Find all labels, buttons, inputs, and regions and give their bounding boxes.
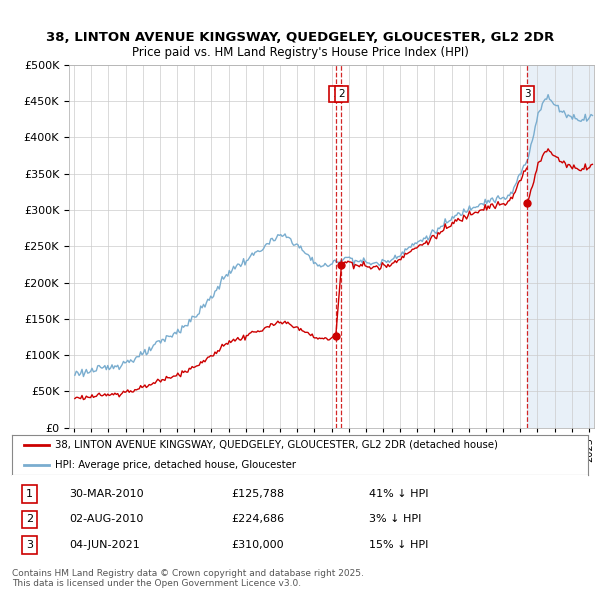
Text: 1: 1 xyxy=(26,489,33,499)
Text: 3% ↓ HPI: 3% ↓ HPI xyxy=(369,514,421,525)
Text: Price paid vs. HM Land Registry's House Price Index (HPI): Price paid vs. HM Land Registry's House … xyxy=(131,46,469,59)
Text: This data is licensed under the Open Government Licence v3.0.: This data is licensed under the Open Gov… xyxy=(12,579,301,588)
Text: 2: 2 xyxy=(338,89,345,99)
Text: 02-AUG-2010: 02-AUG-2010 xyxy=(70,514,144,525)
Text: 3: 3 xyxy=(524,89,531,99)
Text: 04-JUN-2021: 04-JUN-2021 xyxy=(70,540,140,550)
Text: 15% ↓ HPI: 15% ↓ HPI xyxy=(369,540,428,550)
Text: 38, LINTON AVENUE KINGSWAY, QUEDGELEY, GLOUCESTER, GL2 2DR: 38, LINTON AVENUE KINGSWAY, QUEDGELEY, G… xyxy=(46,31,554,44)
Bar xyxy=(527,65,594,428)
Text: 3: 3 xyxy=(26,540,33,550)
Text: £125,788: £125,788 xyxy=(231,489,284,499)
Text: £224,686: £224,686 xyxy=(231,514,284,525)
Text: 30-MAR-2010: 30-MAR-2010 xyxy=(70,489,144,499)
Text: Contains HM Land Registry data © Crown copyright and database right 2025.: Contains HM Land Registry data © Crown c… xyxy=(12,569,364,578)
Text: 41% ↓ HPI: 41% ↓ HPI xyxy=(369,489,428,499)
Text: 38, LINTON AVENUE KINGSWAY, QUEDGELEY, GLOUCESTER, GL2 2DR (detached house): 38, LINTON AVENUE KINGSWAY, QUEDGELEY, G… xyxy=(55,440,498,450)
Text: HPI: Average price, detached house, Gloucester: HPI: Average price, detached house, Glou… xyxy=(55,460,296,470)
Text: 1: 1 xyxy=(332,89,339,99)
Text: 2: 2 xyxy=(26,514,33,525)
Text: £310,000: £310,000 xyxy=(231,540,284,550)
